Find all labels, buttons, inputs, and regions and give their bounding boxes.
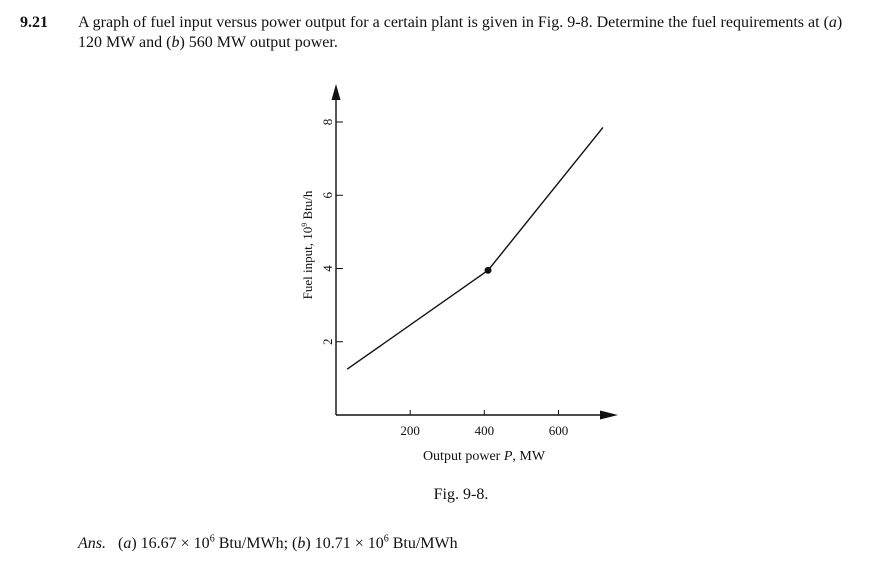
y-tick-label: 4 (320, 265, 335, 272)
answer-b-close: ) (305, 535, 311, 552)
answer-b-value: 10.71 × 10 (310, 535, 384, 552)
problem-statement: A graph of fuel input versus power outpu… (78, 13, 868, 53)
problem-text-1: A graph of fuel input versus power outpu… (78, 14, 829, 31)
answer-b-exponent: 6 (383, 533, 389, 545)
problem-text-2: ) 120 MW and ( (78, 14, 843, 51)
x-axis-arrow (600, 410, 618, 420)
answer-label: Ans. (78, 535, 106, 552)
figure-caption: Fig. 9-8. (434, 486, 489, 503)
problem-number: 9.21 (20, 14, 48, 31)
series-line-1 (346, 269, 489, 370)
y-tick-label: 8 (320, 119, 335, 126)
part-b-letter: b (171, 34, 180, 51)
answer-b-unit: Btu/MWh (388, 535, 458, 552)
series-line-2 (487, 127, 604, 271)
x-tick-label: 400 (475, 423, 495, 438)
answer-a-open: ( (118, 535, 124, 552)
answer-a-close: ) (131, 535, 137, 552)
answer-a-unit: Btu/MWh; ( (214, 535, 298, 552)
y-tick-label: 2 (320, 339, 335, 346)
answer-a-exponent: 6 (209, 533, 215, 545)
y-axis-arrow (331, 84, 341, 100)
part-a-letter: a (828, 14, 837, 31)
y-tick-label: 6 (320, 192, 335, 199)
answer-a-value: 16.67 × 10 (136, 535, 210, 552)
breakpoint-marker (484, 266, 492, 274)
x-tick-label: 200 (400, 423, 420, 438)
answer-line: Ans. (a) 16.67 × 106 Btu/MWh; (b) 10.71 … (78, 534, 458, 554)
y-axis-label: Fuel input, 109 Btu/h (300, 190, 315, 299)
problem-text-3: ) 560 MW output power. (179, 34, 338, 51)
answer-b-letter: b (297, 535, 306, 552)
x-axis-label: Output power P, MW (423, 449, 546, 464)
x-tick-label: 600 (549, 423, 569, 438)
answer-a-letter: a (123, 535, 132, 552)
